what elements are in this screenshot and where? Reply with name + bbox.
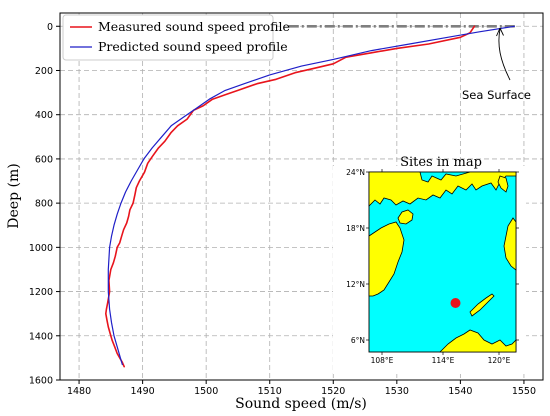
site-marker — [450, 298, 461, 308]
x-tick-label: 1500 — [194, 386, 218, 397]
land-hainan — [397, 209, 414, 225]
sea-surface-arrowhead — [496, 27, 504, 37]
x-tick-label: 1520 — [321, 386, 345, 397]
y-tick-label: 1000 — [29, 243, 53, 254]
y-tick-label: 1600 — [29, 376, 53, 387]
y-tick-label: 1200 — [29, 287, 53, 298]
inset-lat-label: 24°N — [346, 168, 365, 177]
land-palawan — [469, 293, 495, 317]
y-axis-label: Deep (m) — [6, 163, 22, 228]
sea-surface-annotation: Sea Surface — [462, 27, 531, 102]
inset-lon-label: 114°E — [432, 356, 455, 365]
land-coast-west — [368, 221, 405, 297]
land-taiwan — [497, 175, 509, 193]
y-tick-label: 800 — [35, 199, 53, 210]
inset-title: Sites in map — [400, 155, 482, 170]
x-tick-label: 1530 — [385, 386, 409, 397]
inset-lat-label: 18°N — [346, 224, 365, 233]
land-borneo — [439, 329, 517, 353]
land-philippines-luzon — [503, 217, 517, 271]
x-tick-label: 1510 — [258, 386, 282, 397]
y-tick-label: 1400 — [29, 331, 53, 342]
inset-lat-label: 6°N — [351, 336, 365, 345]
y-axis-ticks: 0 200 400 600 800 1000 1200 1400 1600 — [29, 22, 60, 387]
series-lines — [105, 24, 518, 368]
inset-land — [368, 171, 517, 353]
legend-label-predicted: Predicted sound speed profile — [98, 39, 288, 54]
x-tick-label: 1480 — [67, 386, 91, 397]
legend-box — [62, 14, 274, 61]
sea-surface-arrow — [498, 28, 511, 81]
predicted-profile-line — [107, 25, 516, 366]
inset-lat-label: 12°N — [346, 280, 365, 289]
legend: Measured sound speed profile Predicted s… — [62, 14, 290, 61]
inset-lon-label: 120°E — [488, 356, 511, 365]
legend-label-measured: Measured sound speed profile — [98, 19, 290, 34]
sea-surface-label: Sea Surface — [462, 88, 531, 102]
y-tick-label: 600 — [35, 154, 53, 165]
inset-ticks: 108°E 114°E 120°E 24°N 18°N 12°N 6°N — [346, 168, 519, 365]
plot-frame — [59, 12, 544, 381]
y-tick-label: 400 — [35, 110, 53, 121]
y-tick-label: 200 — [35, 66, 53, 77]
inset-lon-label: 108°E — [371, 356, 394, 365]
x-tick-label: 1540 — [448, 386, 472, 397]
land-mainland-north — [368, 171, 517, 207]
inset-map: Sites in map 108°E 114°E 120°E 24°N 18°N 12°N… — [333, 155, 526, 374]
x-axis-ticks: 1480 1490 1500 1510 1520 1530 1540 1550 — [67, 380, 536, 397]
y-tick-label: 0 — [47, 22, 53, 33]
measured-profile-line — [105, 25, 476, 368]
x-tick-label: 1550 — [512, 386, 536, 397]
x-axis-label: Sound speed (m/s) — [235, 396, 367, 412]
x-tick-label: 1490 — [131, 386, 155, 397]
